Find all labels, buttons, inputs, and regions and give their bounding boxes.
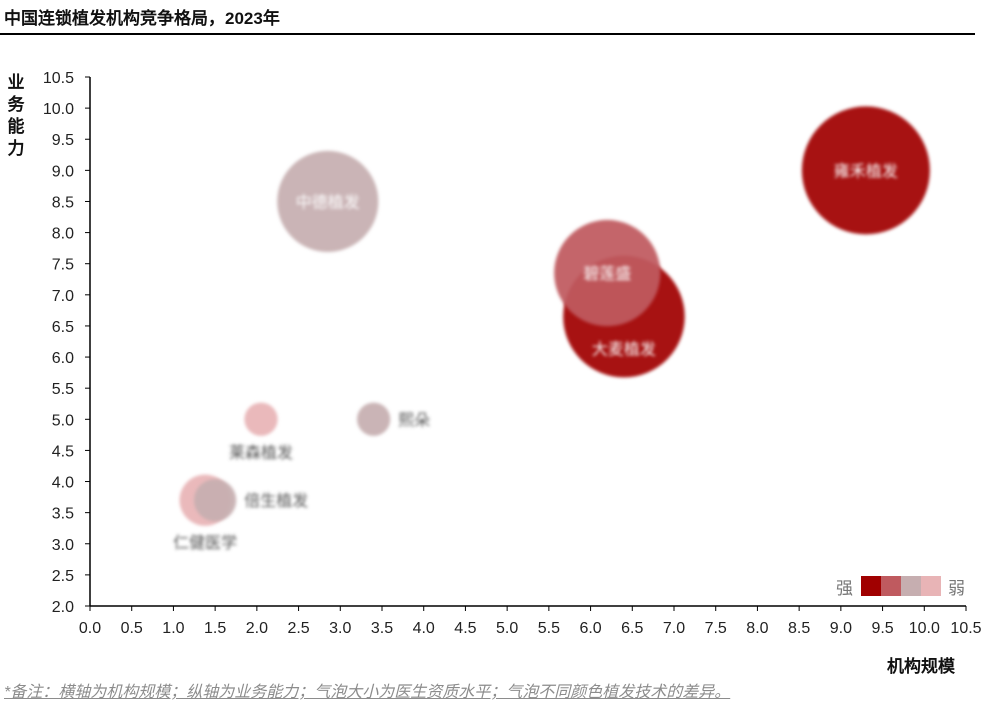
y-axis-label: 业务能力 <box>7 73 25 158</box>
x-tick-label: 5.0 <box>496 620 518 637</box>
x-tick-label: 2.0 <box>246 620 268 637</box>
y-tick-label: 9.0 <box>52 163 74 180</box>
legend-swatch <box>881 576 901 596</box>
y-tick-label: 10.5 <box>43 70 74 87</box>
bubble-label: 熙朵 <box>398 411 430 429</box>
bubble <box>244 402 278 436</box>
bubble-label: 碧莲盛 <box>583 265 631 283</box>
y-tick-label: 6.0 <box>52 350 74 367</box>
footnote: *备注：横轴为机构规模；纵轴为业务能力；气泡大小为医生资质水平；气泡不同颜色植发… <box>4 684 731 701</box>
x-tick-label: 1.5 <box>204 620 226 637</box>
title-rule <box>0 33 975 35</box>
color-legend: 强弱 <box>836 576 965 598</box>
x-tick-label: 6.5 <box>621 620 643 637</box>
y-tick-label: 9.5 <box>52 132 74 149</box>
bubble-label: 中德植发 <box>296 193 360 211</box>
bubble-label: 雍禾植发 <box>834 162 898 180</box>
x-tick-label: 4.0 <box>413 620 435 637</box>
y-tick-label: 7.5 <box>52 257 74 274</box>
y-tick-label: 8.0 <box>52 226 74 243</box>
bubble <box>554 219 661 327</box>
y-tick-label: 4.0 <box>52 475 74 492</box>
axes: 0.0 0.5 1.0 1.5 2.0 2.5 3.0 3.5 4.0 4.5 5.0 5.5 6.0 6… <box>43 70 982 637</box>
y-tick-label: 7.0 <box>52 288 74 305</box>
x-tick-label: 3.5 <box>371 620 393 637</box>
bubble <box>801 106 930 235</box>
y-tick-label: 3.0 <box>52 537 74 554</box>
x-tick-label: 9.5 <box>871 620 893 637</box>
x-tick-label: 10.0 <box>909 620 940 637</box>
legend-strong-label: 强 <box>836 579 853 598</box>
x-tick-label: 7.5 <box>705 620 727 637</box>
chart-title: 中国连锁植发机构竞争格局，2023年 <box>4 9 280 28</box>
x-tick-label: 0.0 <box>79 620 101 637</box>
y-tick-label: 5.5 <box>52 381 74 398</box>
y-tick-label: 5.0 <box>52 412 74 429</box>
bubble-label: 大麦植发 <box>592 340 656 358</box>
legend-swatch <box>861 576 881 596</box>
bubble <box>194 479 237 522</box>
y-tick-label: 4.5 <box>52 443 74 460</box>
x-tick-label: 8.0 <box>746 620 768 637</box>
x-tick-label: 7.0 <box>663 620 685 637</box>
y-tick-label: 8.5 <box>52 194 74 211</box>
x-axis-label: 机构规模 <box>887 657 955 676</box>
legend-swatch <box>921 576 941 596</box>
x-tick-label: 6.0 <box>579 620 601 637</box>
x-tick-label: 4.5 <box>454 620 476 637</box>
bubble-label: 莱森植发 <box>229 444 293 462</box>
x-tick-label: 2.5 <box>287 620 309 637</box>
bubble <box>357 402 391 436</box>
y-tick-label: 3.5 <box>52 506 74 523</box>
bubbles <box>179 106 930 526</box>
y-tick-label: 10.0 <box>43 101 74 118</box>
y-tick-label: 6.5 <box>52 319 74 336</box>
legend-weak-label: 弱 <box>948 579 965 598</box>
x-tick-label: 10.5 <box>950 620 981 637</box>
bubble-label: 仁健医学 <box>173 534 237 552</box>
y-tick-label: 2.5 <box>52 568 74 585</box>
x-tick-label: 0.5 <box>121 620 143 637</box>
x-tick-label: 8.5 <box>788 620 810 637</box>
bubble-label: 倍生植发 <box>244 492 308 510</box>
x-tick-label: 3.0 <box>329 620 351 637</box>
x-tick-label: 1.0 <box>162 620 184 637</box>
x-tick-label: 5.5 <box>538 620 560 637</box>
bubble <box>277 150 379 253</box>
x-tick-label: 9.0 <box>830 620 852 637</box>
y-tick-label: 2.0 <box>52 599 74 616</box>
legend-swatch <box>901 576 921 596</box>
